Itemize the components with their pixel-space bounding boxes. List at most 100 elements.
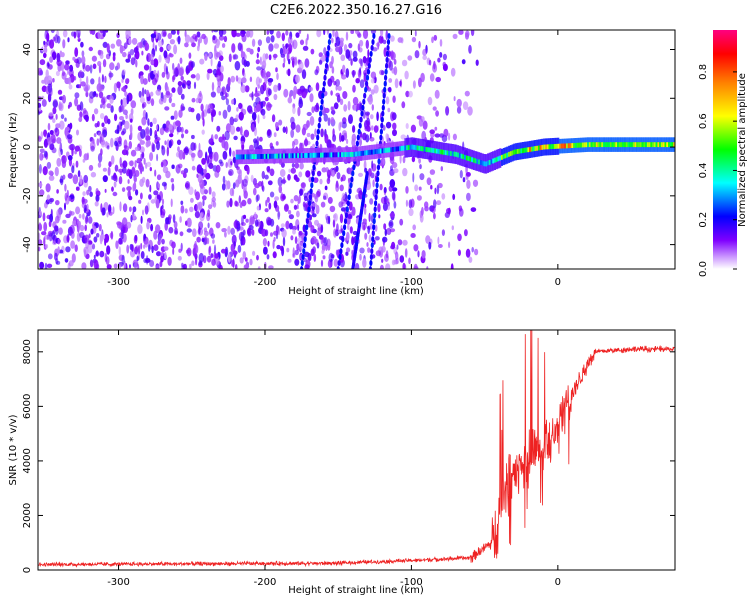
spectrogram-speckle	[314, 69, 319, 76]
bottom-y-tick-label: 6000	[22, 394, 33, 419]
ridge-core	[272, 153, 275, 159]
spectrogram-speckle	[104, 75, 107, 83]
spectrogram-speckle	[422, 48, 427, 57]
spectrogram-speckle	[173, 44, 178, 55]
spectrogram-speckle	[256, 254, 259, 261]
top-x-axis: -300 -200 -100 0	[107, 30, 561, 288]
spectrogram-speckle	[102, 59, 107, 68]
spectrogram-speckle	[121, 187, 126, 193]
spectrogram-speckle	[288, 58, 291, 65]
spectrogram-streak	[370, 248, 374, 255]
spectrogram-speckle	[434, 133, 441, 138]
spectrogram-speckle	[177, 255, 182, 261]
spectrogram-speckle	[339, 37, 344, 43]
spectrogram-speckle	[244, 257, 248, 262]
spectrogram-speckle	[243, 190, 248, 199]
spectrogram-speckle	[170, 178, 174, 183]
spectrogram-speckle	[46, 32, 50, 42]
spectrogram-streak	[325, 56, 329, 63]
spectrogram-streak	[372, 224, 376, 231]
spectrogram-speckle	[147, 118, 150, 126]
spectrogram-speckle	[106, 43, 110, 54]
spectrogram-speckle	[229, 147, 232, 157]
spectrogram-speckle	[78, 116, 83, 123]
spectrogram-speckle	[263, 246, 268, 255]
spectrogram-speckle	[177, 81, 183, 87]
spectrogram-speckle	[96, 138, 100, 146]
spectrogram-speckle	[251, 229, 255, 236]
spectrogram-speckle	[420, 72, 425, 83]
spectrogram-speckle	[397, 239, 403, 246]
spectrogram-speckle	[323, 113, 328, 122]
spectrogram-speckle	[333, 228, 337, 238]
spectrogram-speckle	[186, 217, 192, 228]
spectrogram-speckle	[441, 229, 445, 237]
spectrogram-speckle	[294, 258, 300, 266]
spectrogram-speckle	[196, 173, 199, 178]
spectrogram-speckle	[262, 238, 267, 247]
ridge-core	[643, 142, 646, 148]
spectrogram-speckle	[249, 258, 253, 266]
spectrogram-speckle	[118, 176, 123, 185]
spectrogram-speckle	[38, 96, 42, 102]
spectrogram-speckle	[475, 59, 479, 66]
bottom-x-axis: -300 -200 -100 0	[107, 330, 561, 588]
spectrogram-speckle	[282, 43, 285, 49]
spectrogram-speckle	[388, 78, 393, 83]
spectrogram-speckle	[340, 54, 346, 62]
spectrogram-speckle	[273, 93, 278, 101]
spectrogram-speckle	[126, 244, 130, 254]
spectrogram-speckle	[139, 41, 143, 49]
ridge-core	[295, 153, 298, 159]
spectrogram-speckle	[140, 129, 146, 139]
spectrogram-speckle	[201, 110, 205, 121]
spectrogram-speckle	[128, 160, 134, 166]
spectrogram-speckle	[287, 68, 291, 77]
ridge-core	[399, 146, 402, 152]
ridge-core	[248, 154, 250, 160]
spectrogram-speckle	[448, 207, 451, 215]
spectrogram-speckle	[110, 105, 114, 113]
ridge-core	[638, 142, 641, 148]
spectrogram-speckle	[452, 193, 456, 200]
spectrogram-speckle	[283, 88, 289, 98]
ridge-core	[494, 157, 496, 163]
ridge-core	[339, 152, 342, 158]
spectrogram-speckle	[320, 259, 324, 267]
ridge-core	[525, 147, 528, 153]
ridge-core	[502, 154, 505, 159]
spectrogram-speckle	[93, 133, 97, 138]
spectrogram-speckle	[110, 230, 114, 240]
spectrogram-speckle	[51, 230, 56, 241]
spectrogram-speckle	[128, 37, 132, 45]
ridge-core	[523, 147, 526, 153]
spectrogram-speckle	[156, 174, 162, 181]
spectrogram-speckle	[282, 236, 286, 247]
spectrogram-speckle	[114, 113, 118, 122]
ridge-core	[356, 151, 359, 157]
spectrogram-speckle	[278, 83, 282, 91]
spectrogram-speckle	[192, 33, 198, 40]
spectrogram-streak	[360, 110, 364, 117]
spectrogram-speckle	[90, 145, 95, 152]
spectrogram-speckle	[119, 125, 122, 130]
spectrogram-speckle	[66, 189, 69, 198]
spectrogram-speckle	[164, 251, 167, 260]
spectrogram-speckle	[161, 208, 166, 216]
spectrogram-speckle	[311, 236, 317, 244]
spectrogram-speckle	[113, 82, 117, 93]
spectrogram-speckle	[264, 96, 269, 102]
spectrogram-speckle	[224, 231, 227, 238]
spectrogram-speckle	[86, 75, 89, 86]
spectrogram-speckle	[126, 78, 130, 84]
spectrogram-speckle	[385, 250, 389, 259]
spectrogram-speckle	[60, 52, 65, 58]
spectrogram-speckle	[410, 233, 416, 238]
ridge-core	[464, 154, 467, 160]
spectrogram-speckle	[243, 264, 250, 269]
spectrogram-speckle	[327, 244, 331, 251]
spectrogram-streak	[316, 134, 320, 141]
spectrogram-speckle	[46, 61, 50, 69]
spectrogram-streak	[376, 176, 380, 183]
spectrogram-speckle	[342, 64, 346, 74]
